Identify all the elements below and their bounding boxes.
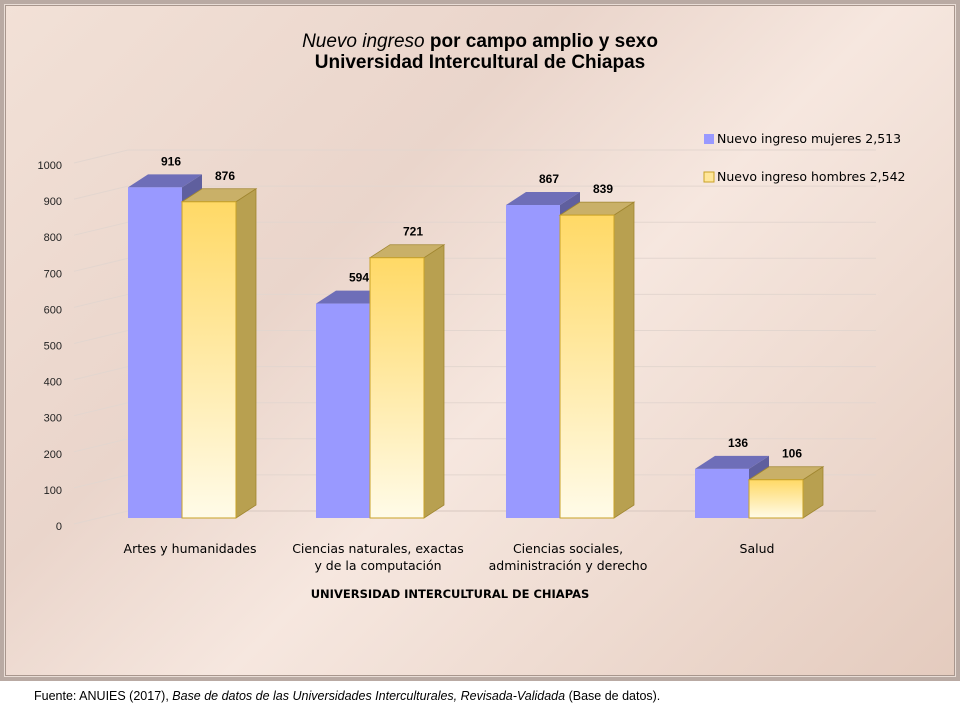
bar-front xyxy=(559,214,615,519)
x-tick-label: administración y derecho xyxy=(489,558,648,573)
x-axis: Artes y humanidades Ciencias naturales, e… xyxy=(124,541,775,601)
y-tick-label: 500 xyxy=(44,341,62,353)
bars xyxy=(128,174,825,519)
chart-title-rest: por campo amplio y sexo xyxy=(424,31,658,52)
y-tick-label: 100 xyxy=(44,485,62,497)
y-tick-label: 900 xyxy=(44,196,62,208)
x-axis-title: UNIVERSIDAD INTERCULTURAL DE CHIAPAS xyxy=(311,587,590,601)
data-label: 136 xyxy=(728,436,748,450)
source-title: Base de datos de las Universidades Inter… xyxy=(172,689,566,703)
bar xyxy=(368,243,446,519)
y-tick-label: 800 xyxy=(44,232,62,244)
bar-front xyxy=(316,303,370,518)
bar-top xyxy=(695,455,769,469)
bar-front xyxy=(369,257,425,519)
bar-side xyxy=(423,243,445,519)
data-labels: 916 876 594 721 867 839 136 106 xyxy=(161,154,802,460)
bar xyxy=(747,465,825,519)
legend-label: Nuevo ingreso hombres 2,542 xyxy=(717,169,906,184)
x-tick-label: y de la computación xyxy=(314,558,441,573)
legend: Nuevo ingreso mujeres 2,513 Nuevo ingreso… xyxy=(703,131,906,184)
data-label: 594 xyxy=(349,271,369,285)
x-tick-label: Ciencias sociales, xyxy=(513,541,623,556)
x-tick-label: Salud xyxy=(740,541,775,556)
data-label: 106 xyxy=(782,447,802,461)
data-label: 721 xyxy=(403,225,423,239)
y-tick-label: 1000 xyxy=(38,160,62,172)
bar-front xyxy=(506,205,560,518)
source-suffix: (Base de datos). xyxy=(565,689,661,703)
y-tick-label: 700 xyxy=(44,268,62,280)
legend-swatch xyxy=(703,171,715,183)
bar-front xyxy=(695,468,749,518)
y-tick-label: 400 xyxy=(44,377,62,389)
y-axis: 0 100 200 300 400 500 600 700 800 900 1000 xyxy=(38,160,62,533)
chart-title-italic: Nuevo ingreso xyxy=(302,31,425,52)
source-note: Fuente: ANUIES (2017), Base de datos de … xyxy=(34,689,660,703)
bar-side xyxy=(235,188,257,519)
x-tick-label: Ciencias naturales, exactas xyxy=(292,541,464,556)
chart-title: Nuevo ingreso por campo amplio y sexo xyxy=(0,31,960,53)
source-prefix: Fuente: ANUIES (2017), xyxy=(34,689,173,703)
y-tick-label: 0 xyxy=(56,521,62,533)
x-tick-label: Artes y humanidades xyxy=(124,541,257,556)
bar-front xyxy=(128,187,182,518)
chart-subtitle: Universidad Intercultural de Chiapas xyxy=(314,52,646,73)
bar xyxy=(558,201,636,519)
bar-top xyxy=(506,192,580,206)
legend-label: Nuevo ingreso mujeres 2,513 xyxy=(717,131,901,146)
bar-top xyxy=(128,174,202,188)
gridline xyxy=(73,185,876,200)
y-tick-label: 600 xyxy=(44,304,62,316)
data-label: 876 xyxy=(215,169,235,183)
y-tick-label: 300 xyxy=(44,413,62,425)
bar-front xyxy=(748,479,804,519)
bar-front xyxy=(181,201,237,519)
gridline xyxy=(73,149,876,164)
bar-chart: 0 100 200 300 400 500 600 700 800 900 1000 916 876 5… xyxy=(38,131,906,601)
y-tick-label: 200 xyxy=(44,449,62,461)
data-label: 839 xyxy=(593,182,613,196)
data-label: 916 xyxy=(161,154,181,168)
legend-swatch xyxy=(704,134,714,144)
data-label: 867 xyxy=(539,172,559,186)
bar-side xyxy=(613,201,635,519)
bar xyxy=(180,188,258,519)
